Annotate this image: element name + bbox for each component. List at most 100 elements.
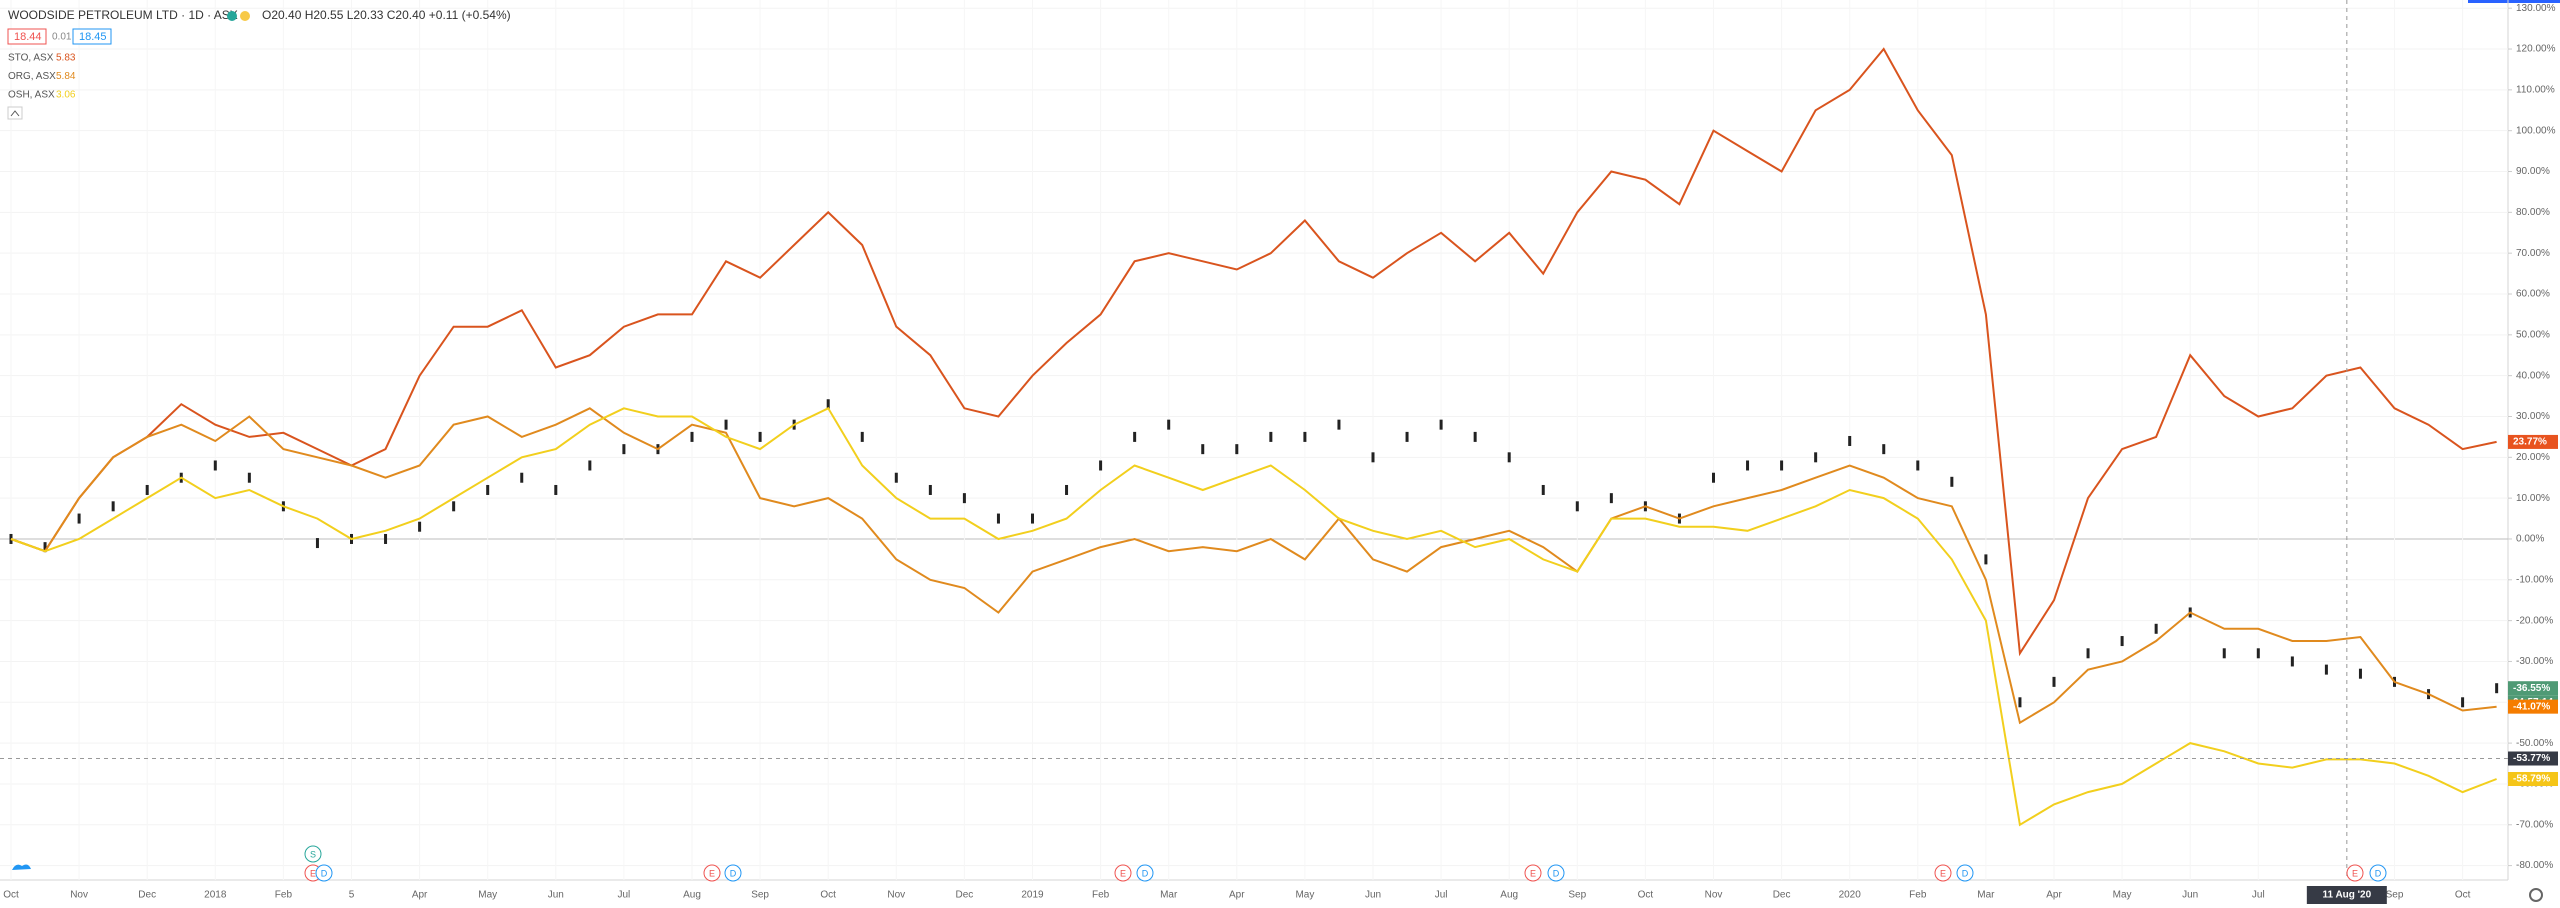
collapse-icon	[10, 110, 20, 117]
price-bar	[1235, 444, 1239, 455]
ask-price: 18.45	[79, 31, 107, 43]
price-bar	[1950, 476, 1954, 487]
event-label: D	[2375, 868, 2382, 878]
price-bar	[1916, 460, 1920, 471]
collapse-button[interactable]	[7, 106, 23, 120]
y-tick-label: 10.00%	[2516, 493, 2550, 504]
event-marker[interactable]	[315, 864, 333, 882]
price-bar	[2461, 697, 2465, 708]
ask-box[interactable]	[72, 28, 112, 45]
event-label: D	[321, 868, 328, 878]
x-tick-label: 2020	[1839, 890, 1862, 901]
price-bar	[1882, 444, 1886, 455]
y-tick-label: -10.00%	[2516, 574, 2553, 585]
y-tick-label: 80.00%	[2516, 207, 2550, 218]
event-marker[interactable]	[724, 864, 742, 882]
event-label: D	[1553, 868, 1560, 878]
price-bar	[928, 484, 932, 495]
settings-button[interactable]	[2529, 888, 2543, 902]
event-marker[interactable]	[1547, 864, 1565, 882]
price-bar	[1984, 554, 1988, 565]
price-bar	[588, 460, 592, 471]
price-bar	[2120, 636, 2124, 647]
y-tick-label: 40.00%	[2516, 370, 2550, 381]
price-bar	[111, 501, 115, 512]
price-bar	[1712, 472, 1715, 483]
crosshair-x-label: 11 Aug '20	[2322, 890, 2371, 901]
price-bar	[1065, 484, 1069, 495]
series-line	[10, 407, 2497, 827]
price-bar	[1133, 431, 1137, 442]
y-tick-label: 30.00%	[2516, 411, 2550, 422]
y-tick-label: -70.00%	[2516, 819, 2553, 830]
event-marker[interactable]	[1524, 864, 1542, 882]
event-marker[interactable]	[304, 845, 322, 863]
event-marker[interactable]	[1136, 864, 1154, 882]
price-bar	[2290, 656, 2294, 667]
x-tick-label: Sep	[751, 890, 769, 901]
price-bar	[1575, 501, 1579, 512]
price-bar	[315, 538, 319, 549]
x-tick-label: Apr	[1229, 890, 1245, 901]
price-bar	[724, 419, 728, 430]
x-tick-label: Sep	[1568, 890, 1586, 901]
event-label: D	[1962, 868, 1969, 878]
price-bar	[622, 444, 626, 455]
event-label: E	[310, 868, 316, 878]
crosshair-y-label: -53.77%	[2513, 753, 2550, 764]
price-bar	[1031, 513, 1034, 524]
price-bar	[826, 399, 830, 410]
event-marker[interactable]	[1114, 864, 1132, 882]
status-icon	[240, 11, 250, 21]
event-marker[interactable]	[1934, 864, 1952, 882]
price-tag-label: -36.55%	[2513, 683, 2550, 694]
price-bar	[213, 460, 217, 471]
event-marker[interactable]	[2369, 864, 2387, 882]
price-bar	[1507, 452, 1511, 463]
ohlc-values: O20.40 H20.55 L20.33 C20.40 +0.11 (+0.54…	[262, 8, 511, 22]
price-bar	[77, 513, 81, 524]
bid-box[interactable]	[7, 28, 47, 45]
y-tick-label: -80.00%	[2516, 860, 2553, 871]
event-label: E	[2352, 868, 2358, 878]
price-bar	[1746, 460, 1750, 471]
x-tick-label: Aug	[1500, 890, 1518, 901]
series-line	[10, 47, 2497, 657]
x-tick-label: 5	[349, 890, 355, 901]
plot-area	[0, 7, 2508, 867]
logo-icon	[12, 864, 31, 870]
event-marker[interactable]	[703, 864, 721, 882]
x-tick-label: Sep	[2386, 890, 2404, 901]
price-bar	[1303, 431, 1307, 442]
price-bar	[1609, 493, 1613, 504]
y-tick-label: 70.00%	[2516, 248, 2550, 259]
x-tick-label: Feb	[1909, 890, 1927, 901]
bid-price: 18.44	[14, 31, 42, 43]
x-tick-label: Apr	[412, 890, 428, 901]
event-marker[interactable]	[1956, 864, 1974, 882]
symbol-title[interactable]: WOODSIDE PETROLEUM LTD · 1D · ASX	[8, 8, 238, 22]
price-bar	[1337, 419, 1341, 430]
price-tag	[2508, 699, 2558, 714]
price-bar	[2358, 668, 2362, 679]
price-tag-label: 23.77%	[2513, 437, 2547, 448]
spread: 0.01	[52, 32, 72, 43]
price-bar	[554, 484, 558, 495]
price-bar	[860, 431, 864, 442]
price-bar	[1099, 460, 1103, 471]
x-tick-label: May	[2113, 890, 2132, 901]
price-bar	[1269, 431, 1273, 442]
x-tick-label: Dec	[956, 890, 974, 901]
y-tick-label: 100.00%	[2516, 125, 2556, 136]
x-tick-label: Jul	[1435, 890, 1448, 901]
price-bar	[1439, 419, 1443, 430]
price-bar	[1473, 431, 1477, 442]
y-tick-label: 90.00%	[2516, 166, 2550, 177]
price-bar	[2256, 648, 2260, 659]
event-label: D	[730, 868, 737, 878]
event-marker[interactable]	[2346, 864, 2364, 882]
price-bar	[1541, 484, 1545, 495]
x-tick-label: Jul	[2252, 890, 2265, 901]
legend-price: 5.83	[56, 53, 76, 64]
